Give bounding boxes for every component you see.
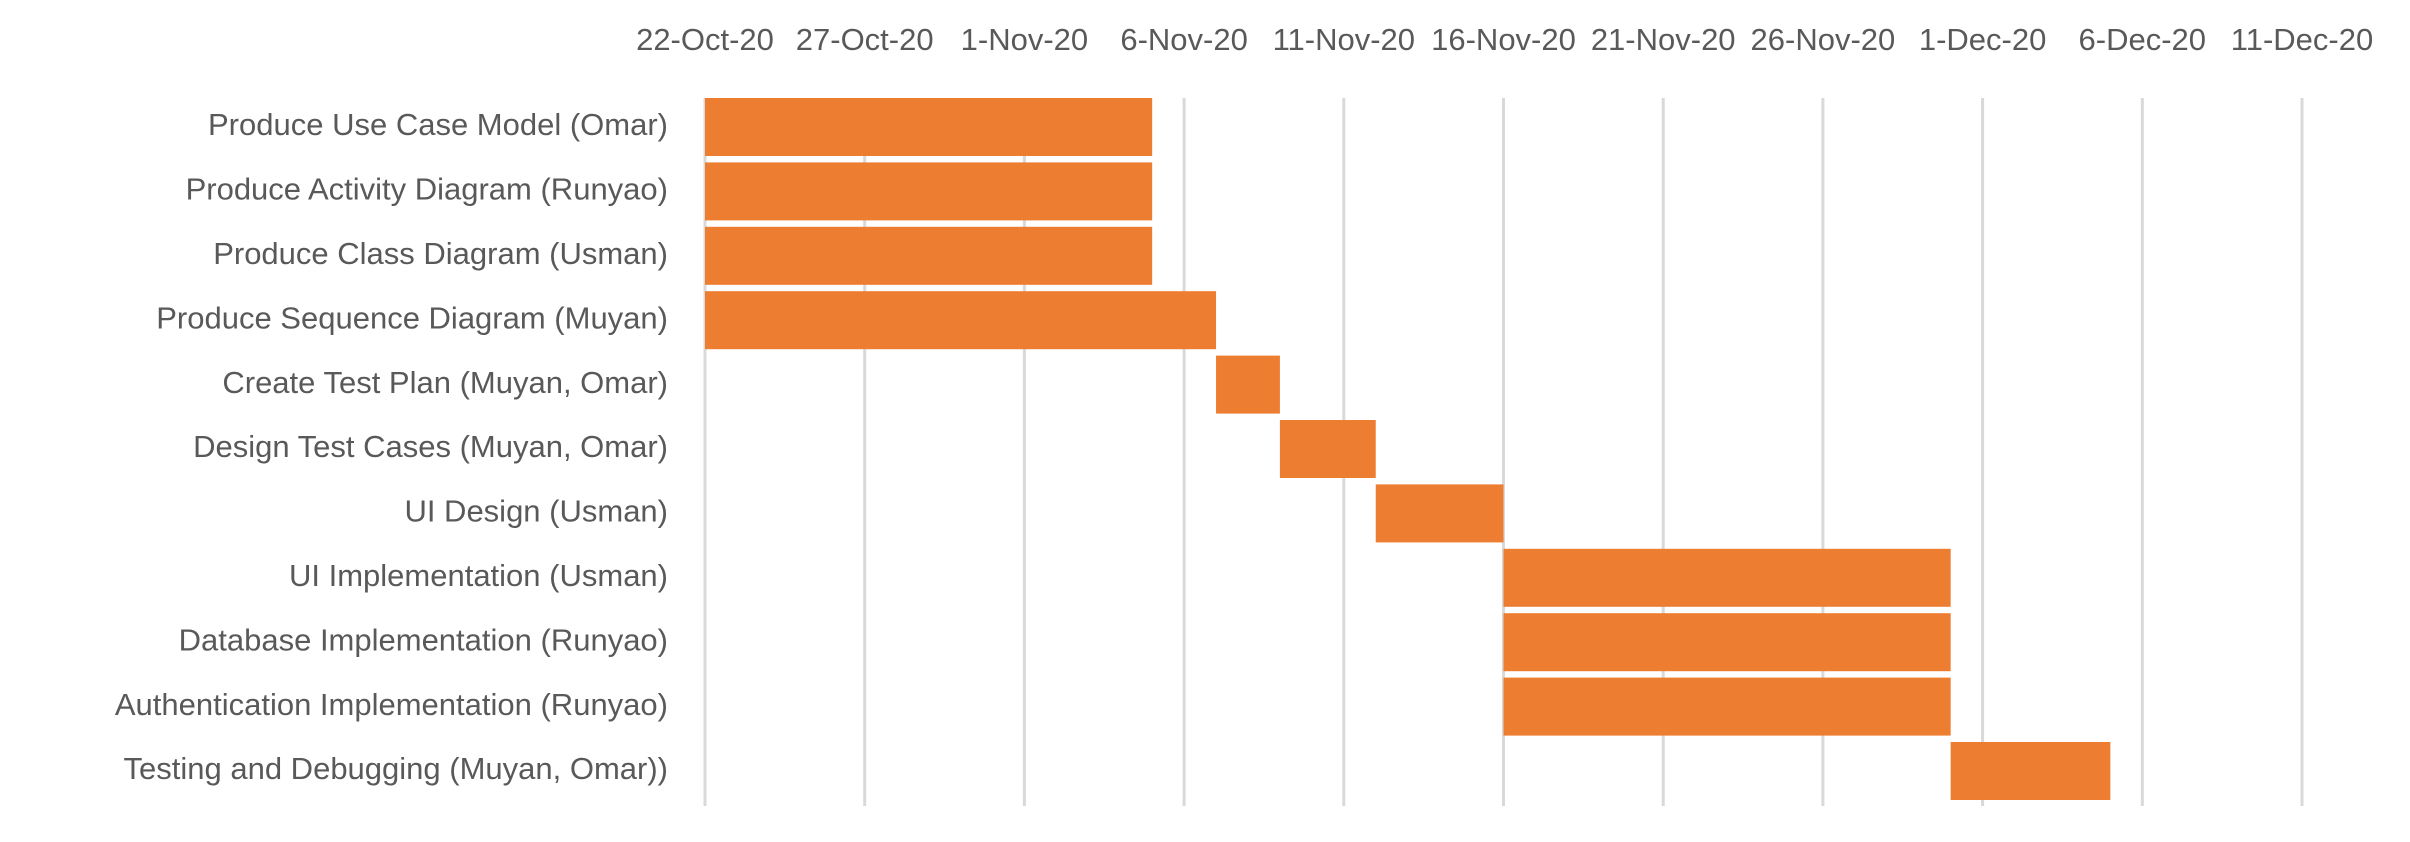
x-tick-label: 11-Nov-20 bbox=[1273, 22, 1415, 57]
task-bar bbox=[1279, 420, 1376, 478]
x-tick-label: 26-Nov-20 bbox=[1751, 22, 1896, 57]
task-label: Produce Activity Diagram (Runyao) bbox=[186, 172, 668, 207]
x-tick-label: 22-Oct-20 bbox=[636, 22, 774, 57]
task-label: Create Test Plan (Muyan, Omar) bbox=[222, 365, 668, 400]
task-bar bbox=[1216, 355, 1280, 414]
task-bar bbox=[705, 291, 1217, 350]
task-label: Produce Sequence Diagram (Muyan) bbox=[156, 300, 668, 335]
x-tick-label: 6-Nov-20 bbox=[1120, 22, 1248, 57]
task-label: Authentication Implementation (Runyao) bbox=[115, 687, 668, 722]
task-bar bbox=[1503, 548, 1951, 607]
x-tick-label: 11-Dec-20 bbox=[2231, 22, 2373, 57]
task-bar bbox=[1375, 484, 1504, 543]
task-bar bbox=[1503, 677, 1951, 736]
task-bar bbox=[705, 98, 1153, 156]
task-bar bbox=[705, 162, 1153, 221]
task-label: UI Design (Usman) bbox=[404, 494, 668, 529]
task-label: Testing and Debugging (Muyan, Omar)) bbox=[124, 751, 668, 786]
x-tick-label: 1-Nov-20 bbox=[961, 22, 1089, 57]
x-tick-label: 27-Oct-20 bbox=[796, 22, 934, 57]
x-tick-label: 21-Nov-20 bbox=[1591, 22, 1736, 57]
task-label: Produce Class Diagram (Usman) bbox=[213, 236, 668, 271]
task-label: UI Implementation (Usman) bbox=[289, 558, 668, 593]
task-label: Produce Use Case Model (Omar) bbox=[208, 107, 668, 142]
task-label: Database Implementation (Runyao) bbox=[179, 622, 668, 657]
task-labels: Produce Use Case Model (Omar) Produce Act… bbox=[115, 107, 668, 786]
task-bar bbox=[1503, 613, 1951, 672]
x-axis-ticks: 22-Oct-20 27-Oct-20 1-Nov-20 6-Nov-20 11-Nov… bbox=[636, 22, 2373, 57]
x-tick-label: 1-Dec-20 bbox=[1919, 22, 2047, 57]
task-bars bbox=[705, 98, 2111, 800]
task-label: Design Test Cases (Muyan, Omar) bbox=[193, 429, 668, 464]
task-bar bbox=[1950, 742, 2111, 800]
task-bar bbox=[705, 226, 1153, 285]
x-tick-label: 16-Nov-20 bbox=[1431, 22, 1576, 57]
x-tick-label: 6-Dec-20 bbox=[2079, 22, 2207, 57]
